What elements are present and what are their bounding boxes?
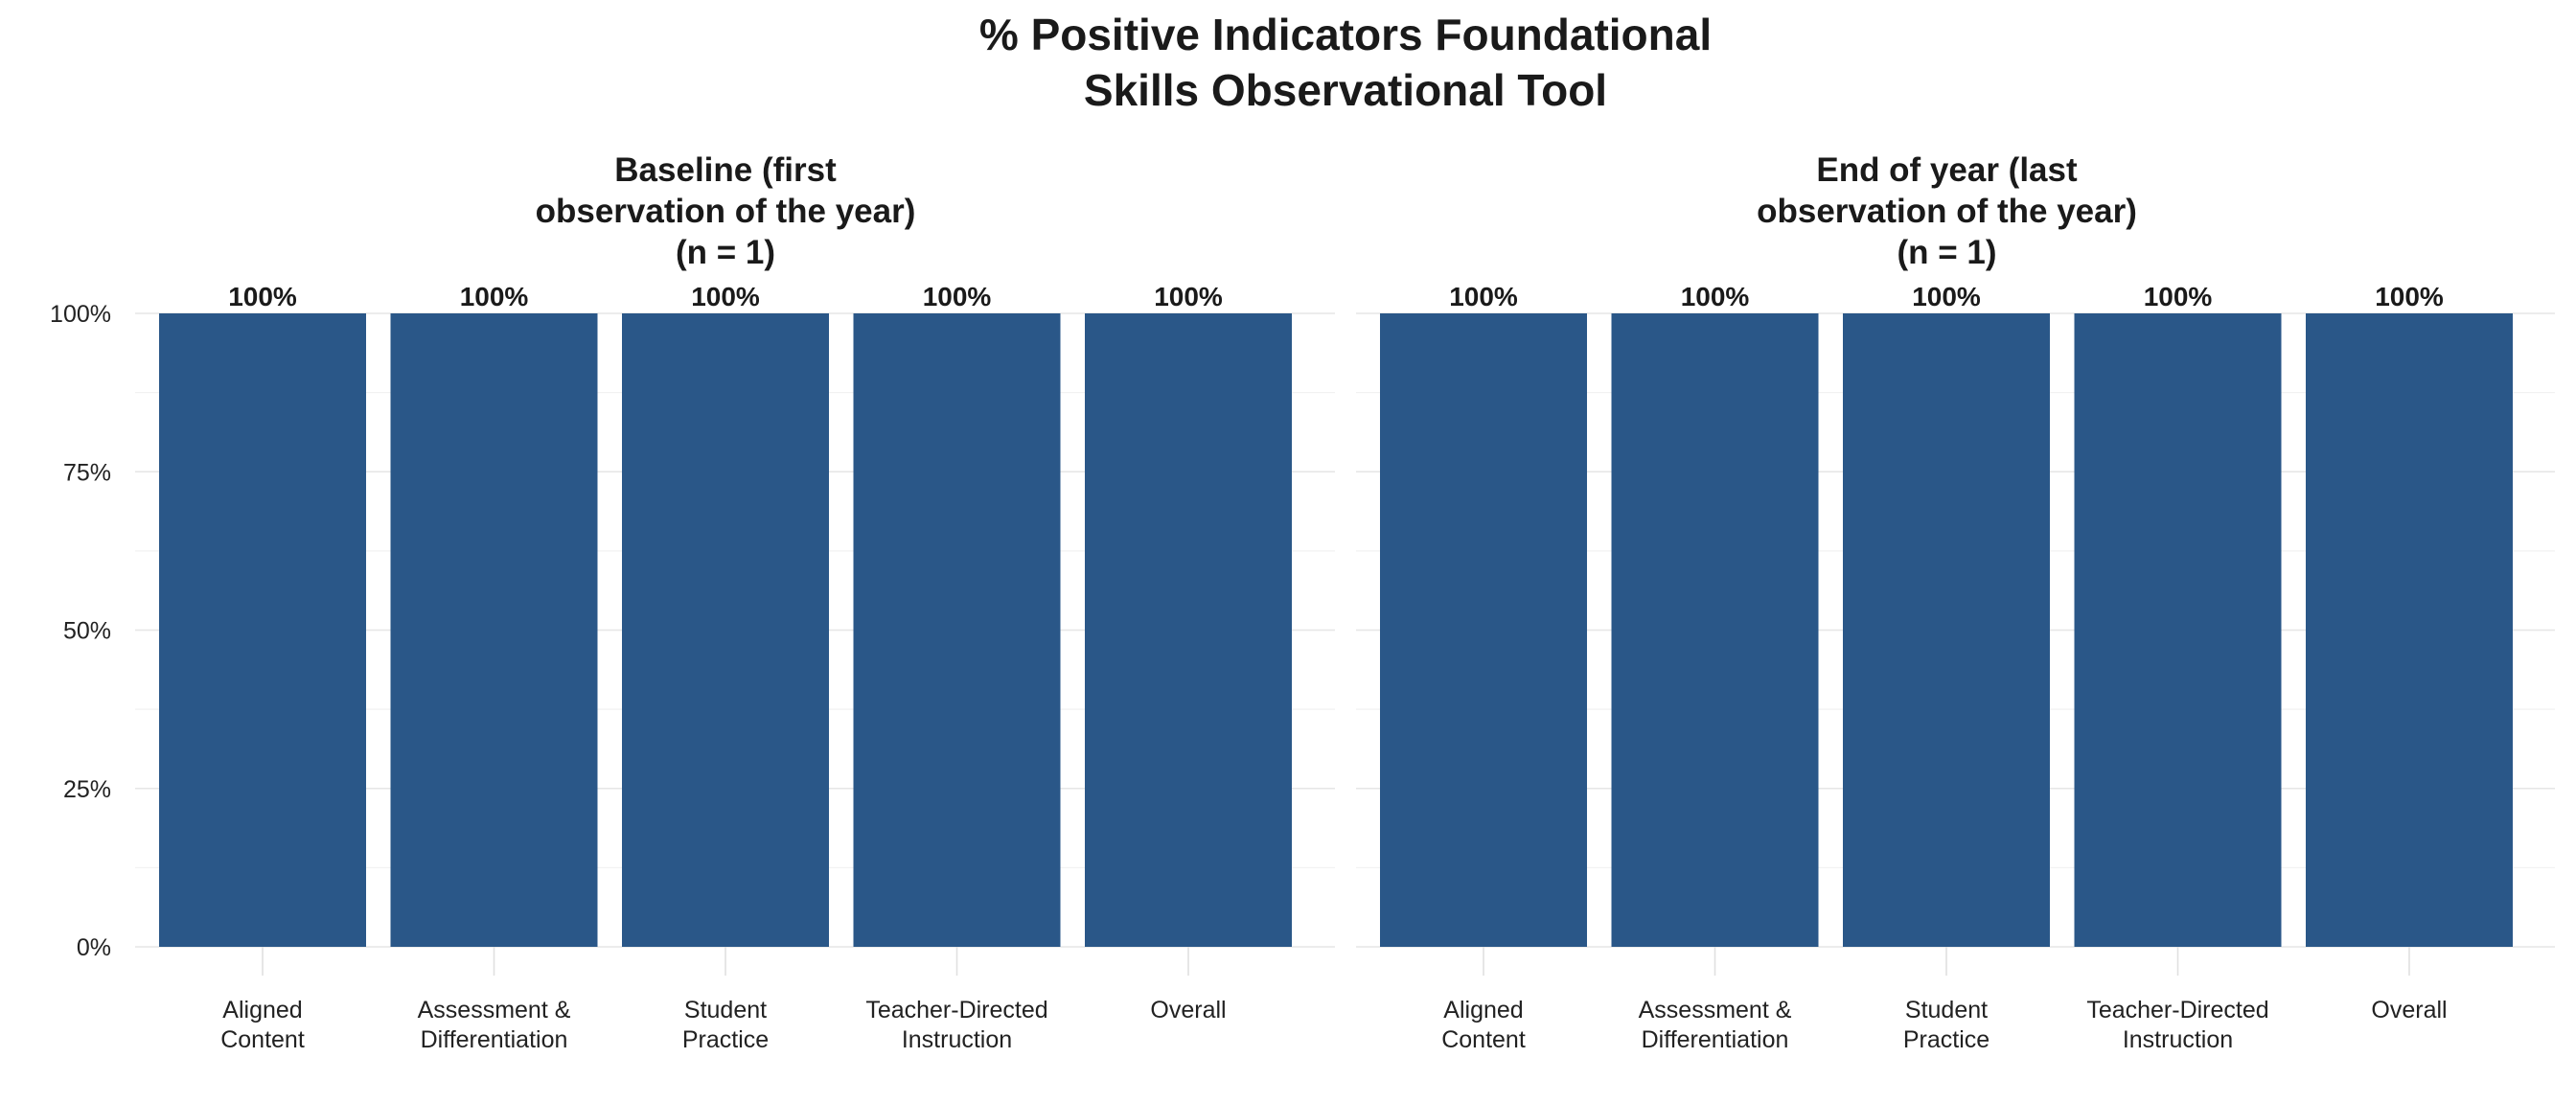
facet-title-line: (n = 1): [676, 234, 775, 271]
facet-title-line: observation of the year): [536, 193, 916, 230]
bar-data-label: 100%: [1912, 282, 1981, 311]
x-tick-label: Student: [684, 997, 767, 1024]
bar: [1380, 313, 1587, 947]
bar-data-label: 100%: [2144, 282, 2213, 311]
x-tick-label: Assessment &: [418, 997, 571, 1024]
y-axis: 0% 25% 50% 75% 100%: [50, 301, 111, 961]
x-tick-label: Practice: [682, 1026, 769, 1053]
facet-title-line: (n = 1): [1897, 234, 1996, 271]
chart-title-line: % Positive Indicators Foundational: [979, 10, 1712, 59]
bar-data-label: 100%: [1154, 282, 1223, 311]
bar: [1843, 313, 2050, 947]
bar: [853, 313, 1061, 947]
y-tick-label: 50%: [63, 618, 111, 645]
x-tick-label: Practice: [1903, 1026, 1990, 1053]
facet-panel: Baseline (first observation of the year) (…: [135, 151, 1335, 1053]
x-tick-label: Teacher-Directed: [865, 997, 1047, 1024]
x-tick-label: Teacher-Directed: [2086, 997, 2268, 1024]
x-tick-label: Instruction: [2123, 1026, 2233, 1053]
bar: [2306, 313, 2513, 947]
bar-data-label: 100%: [1449, 282, 1518, 311]
facet-title-line: End of year (last: [1816, 151, 2078, 189]
bar: [390, 313, 598, 947]
bar-data-label: 100%: [228, 282, 297, 311]
bar: [1085, 313, 1292, 947]
y-tick-label: 75%: [63, 459, 111, 486]
bar: [159, 313, 366, 947]
y-tick-label: 0%: [77, 934, 111, 961]
bar: [622, 313, 829, 947]
x-tick-label: Aligned: [222, 997, 302, 1024]
bar-data-label: 100%: [923, 282, 992, 311]
x-tick-label: Overall: [1150, 997, 1226, 1024]
x-tick-label: Instruction: [902, 1026, 1012, 1053]
facet-panel: End of year (last observation of the year…: [1356, 151, 2555, 1053]
x-tick-label: Overall: [2371, 997, 2447, 1024]
x-tick-label: Content: [1441, 1026, 1526, 1053]
bar: [1611, 313, 1819, 947]
x-tick-label: Assessment &: [1639, 997, 1792, 1024]
chart-title-line: Skills Observational Tool: [1084, 65, 1607, 115]
bar: [2074, 313, 2282, 947]
x-tick-label: Student: [1905, 997, 1988, 1024]
x-tick-label: Differentiation: [1642, 1026, 1789, 1053]
panels: Baseline (first observation of the year) (…: [135, 151, 2555, 1053]
facet-title-line: observation of the year): [1757, 193, 2137, 230]
chart-title: % Positive Indicators Foundational Skills…: [979, 10, 1712, 115]
bar-data-label: 100%: [1681, 282, 1750, 311]
facet-title-line: Baseline (first: [614, 151, 837, 189]
y-tick-label: 25%: [63, 776, 111, 803]
x-tick-label: Differentiation: [421, 1026, 568, 1053]
x-tick-label: Content: [220, 1026, 305, 1053]
bar-data-label: 100%: [460, 282, 529, 311]
bar-data-label: 100%: [691, 282, 760, 311]
bar-data-label: 100%: [2375, 282, 2444, 311]
x-tick-label: Aligned: [1443, 997, 1523, 1024]
y-tick-label: 100%: [50, 301, 111, 328]
